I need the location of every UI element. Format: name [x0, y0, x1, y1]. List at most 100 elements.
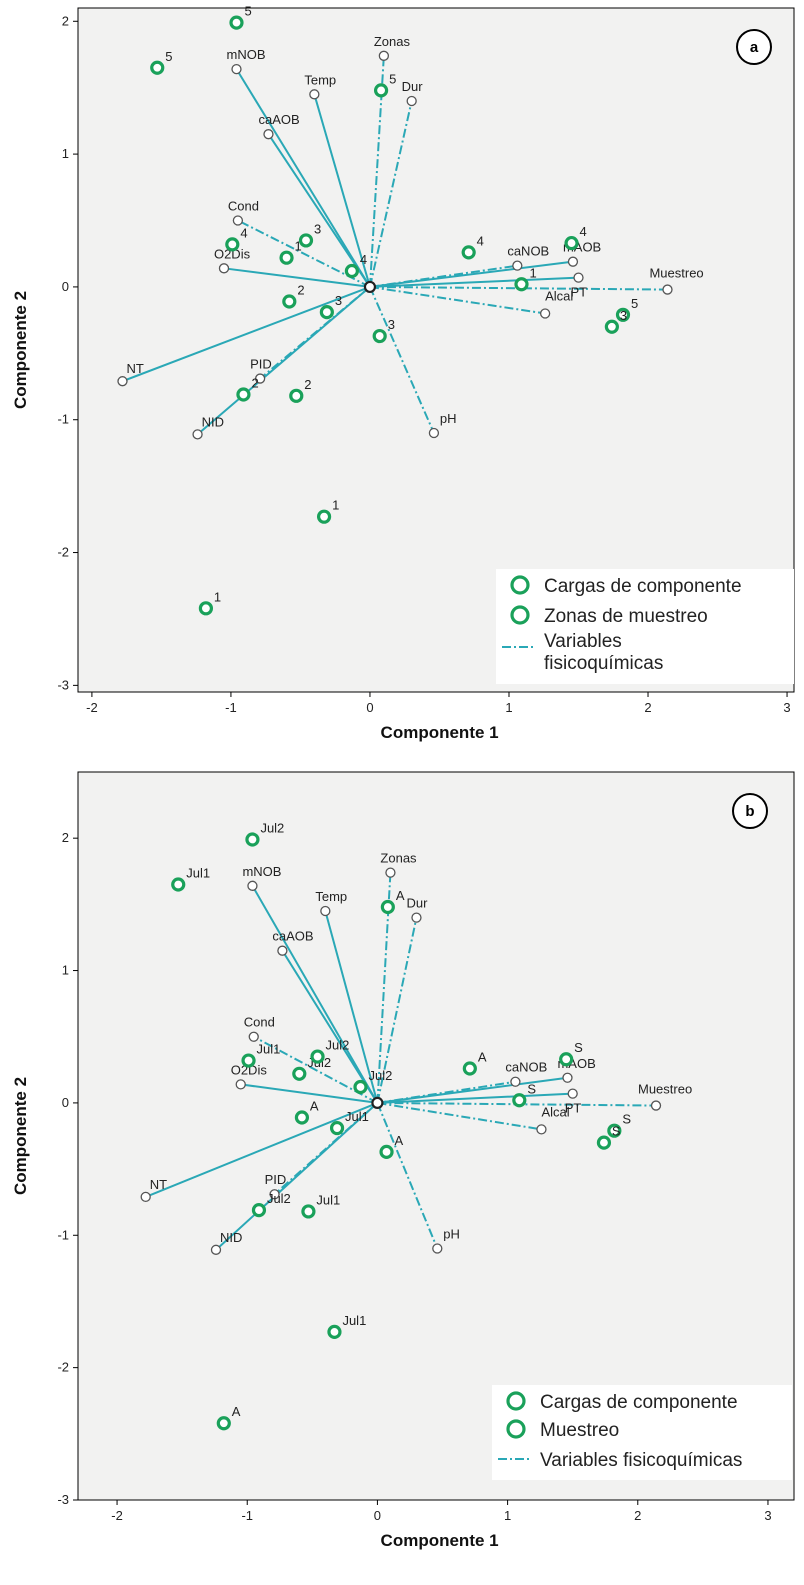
sample-point — [171, 877, 186, 892]
chart-panel-b: -2 -1 0 1 2 3 -3 -2 -1 0 1 2 Componente 1 Componente … — [11, 771, 795, 1550]
vector-line-ph — [369, 286, 435, 434]
variable-label: mNOB — [242, 864, 281, 879]
y-axis-title: Componente 2 — [11, 1077, 30, 1195]
variable-label: Zonas — [380, 851, 417, 866]
variable-point — [254, 373, 266, 384]
sample-point — [198, 601, 214, 616]
variable-point — [320, 905, 331, 917]
x-tick-label: 0 — [374, 1508, 381, 1523]
variable-label: NT — [150, 1177, 167, 1192]
vector-line-o2dis — [240, 1083, 378, 1104]
x-axis-title: Componente 1 — [381, 1531, 499, 1550]
sample-point — [379, 1144, 394, 1159]
variable-point — [512, 260, 523, 271]
panel-letter-circle — [736, 29, 772, 65]
variable-label: NT — [126, 361, 143, 376]
variable-point — [385, 867, 396, 878]
sample-point — [251, 1203, 267, 1218]
sample-label: Jul2 — [260, 821, 284, 836]
sample-label: 3 — [314, 221, 321, 236]
sample-label: S — [574, 1040, 583, 1055]
panel-letter: a — [750, 39, 759, 56]
variable-point — [269, 1189, 280, 1200]
variable-label: O2Dis — [214, 246, 251, 261]
panel-letter-circle — [732, 793, 768, 829]
sample-label: A — [395, 1133, 404, 1148]
legend-box — [496, 569, 794, 684]
vector-line-mnob — [235, 68, 371, 288]
variable-point — [536, 1124, 547, 1135]
y-tick-label: 1 — [62, 963, 69, 978]
y-tick-label: 2 — [62, 830, 69, 845]
variable-label: Alcal — [541, 1104, 569, 1119]
sample-point — [380, 899, 395, 915]
sample-point — [279, 250, 294, 265]
variable-label: Dur — [402, 79, 424, 94]
variable-label: Alcal — [545, 288, 573, 303]
sample-point — [301, 1204, 316, 1219]
sample-label: Jul1 — [186, 866, 210, 881]
vector-line-pt — [377, 1092, 573, 1104]
vector-line-pt — [369, 276, 579, 288]
sample-label: 1 — [295, 239, 302, 254]
y-tick-label: -1 — [57, 412, 69, 427]
variable-point — [510, 1076, 521, 1087]
sample-label: Jul1 — [316, 1192, 340, 1207]
sample-label: 2 — [297, 283, 304, 298]
variable-label: Cond — [244, 1015, 275, 1030]
sample-point — [462, 1061, 477, 1076]
sample-point — [294, 1110, 310, 1125]
variable-point — [232, 215, 244, 226]
variable-label: PT — [565, 1101, 582, 1116]
variable-label: PT — [571, 285, 588, 300]
x-tick-label: -2 — [111, 1508, 123, 1523]
sample-point — [319, 305, 334, 320]
variable-point — [218, 263, 230, 274]
variable-label: Cond — [228, 199, 259, 214]
x-tick-label: 3 — [764, 1508, 771, 1523]
vector-line-ph — [376, 1102, 439, 1249]
variable-point — [192, 429, 203, 440]
vector-line-caaob — [267, 133, 371, 288]
variable-point — [562, 1072, 573, 1083]
sample-label: A — [310, 1098, 319, 1113]
vector-line-nid — [196, 286, 371, 436]
y-tick-label: -3 — [57, 677, 69, 692]
y-tick-label: -1 — [57, 1227, 69, 1242]
sample-point — [604, 319, 619, 334]
chart-panel-a: -2 -1 0 1 2 3 -3 -2 -1 0 1 2 Componente 1 Componente … — [11, 4, 795, 742]
sample-label: 2 — [251, 375, 258, 390]
vector-line-temp — [324, 910, 379, 1104]
x-tick-label: 2 — [634, 1508, 641, 1523]
sample-label: 1 — [214, 589, 221, 604]
y-tick-label: -2 — [57, 545, 69, 560]
sample-point — [607, 1123, 622, 1138]
y-tick-label: 0 — [62, 1095, 69, 1110]
sample-label: 5 — [165, 49, 172, 64]
variable-point — [650, 1100, 662, 1111]
variable-point — [378, 50, 390, 61]
variable-label: caAOB — [258, 112, 299, 127]
vector-line-dur — [368, 100, 413, 288]
variable-point — [231, 63, 242, 75]
sample-label: Jul1 — [345, 1109, 369, 1124]
vector-line-nt — [122, 285, 371, 383]
vector-line-nt — [145, 1101, 378, 1198]
sample-point — [514, 277, 529, 292]
sample-point — [615, 307, 631, 322]
x-tick-label: -1 — [225, 700, 237, 715]
x-tick-label: 2 — [644, 700, 651, 715]
x-axis-title: Componente 1 — [381, 723, 499, 742]
variable-point — [411, 912, 422, 923]
sample-label: 4 — [580, 224, 587, 239]
legend-marker — [506, 1419, 526, 1439]
sample-point — [289, 388, 304, 403]
variable-label: Muestreo — [638, 1082, 692, 1097]
variable-label: Muestreo — [649, 266, 703, 281]
sample-label: 3 — [388, 317, 395, 332]
x-tick-label: 3 — [783, 700, 790, 715]
sample-point — [372, 328, 387, 344]
sample-point — [229, 15, 244, 30]
sample-point — [216, 1416, 231, 1431]
sample-point — [282, 294, 297, 309]
